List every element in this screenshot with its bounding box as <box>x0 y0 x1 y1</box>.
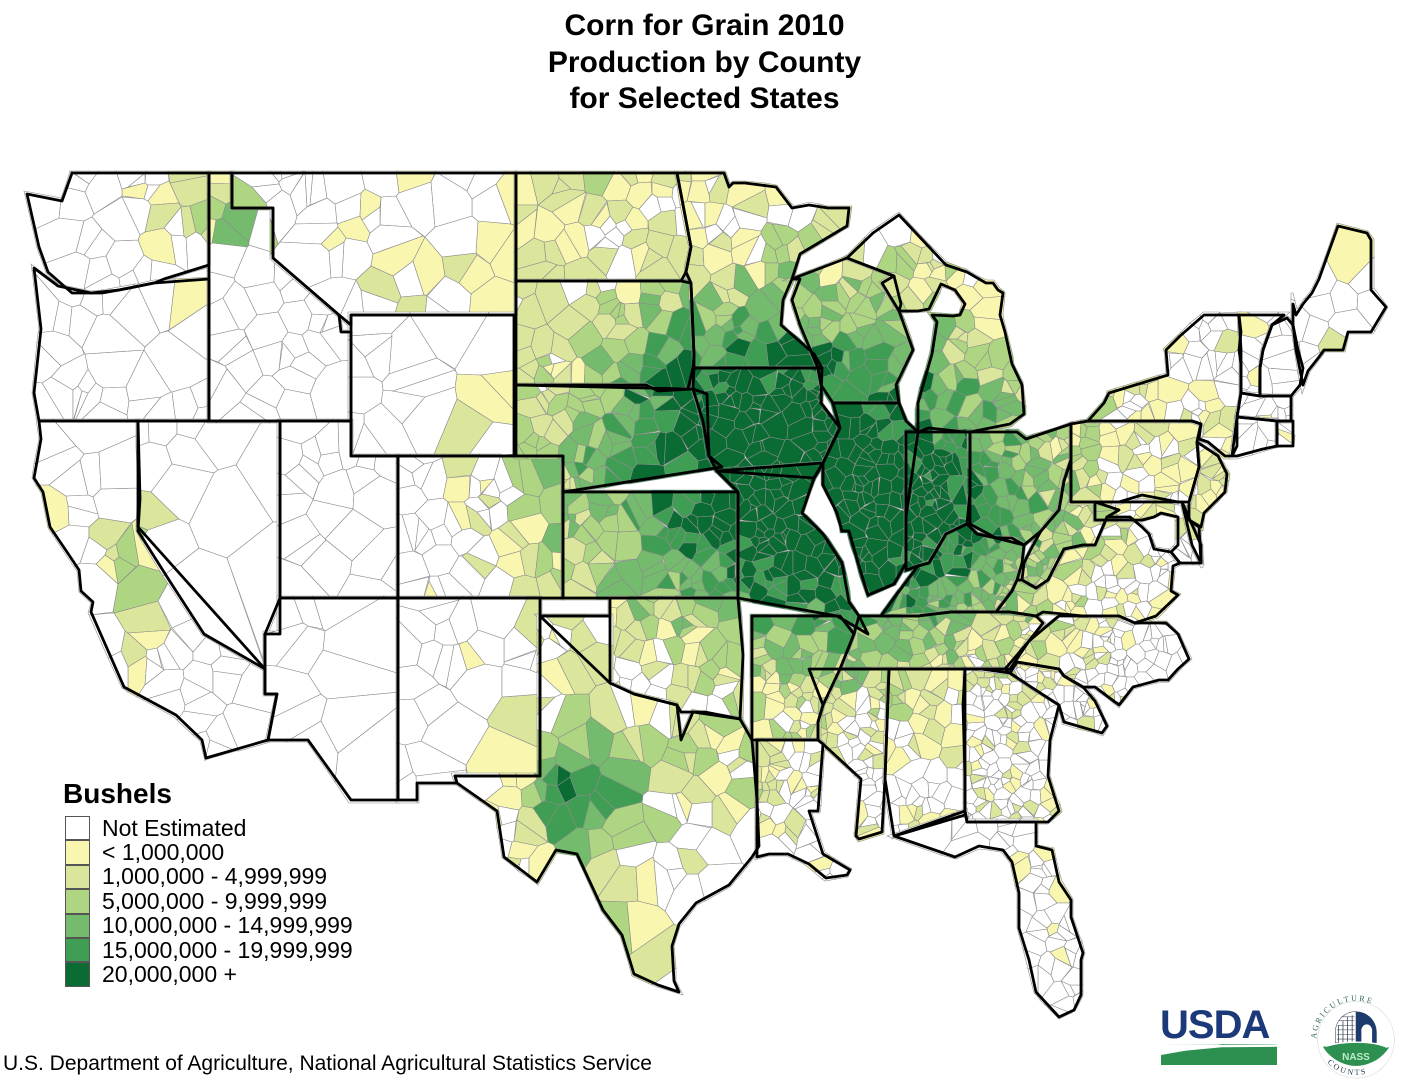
svg-text:USDA: USDA <box>1160 1005 1269 1047</box>
svg-text:NASS: NASS <box>1342 1052 1370 1063</box>
